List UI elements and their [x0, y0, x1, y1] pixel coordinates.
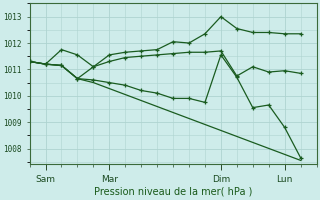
X-axis label: Pression niveau de la mer( hPa ): Pression niveau de la mer( hPa ) — [94, 187, 252, 197]
